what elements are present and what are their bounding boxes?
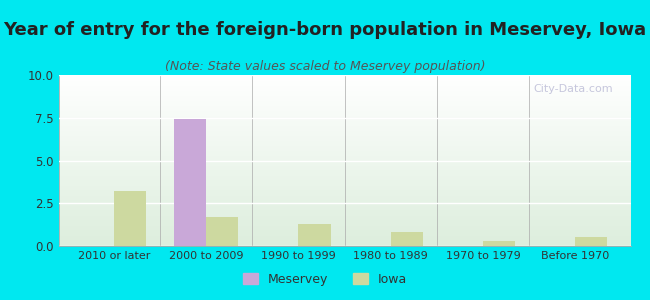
Bar [206, 217, 239, 246]
Bar [174, 119, 206, 246]
Legend: Meservey, Iowa: Meservey, Iowa [238, 268, 412, 291]
Bar [575, 238, 608, 246]
Bar [391, 232, 423, 246]
Bar [298, 224, 331, 246]
Bar [483, 241, 515, 246]
Text: Year of entry for the foreign-born population in Meservey, Iowa: Year of entry for the foreign-born popul… [3, 21, 647, 39]
Text: (Note: State values scaled to Meservey population): (Note: State values scaled to Meservey p… [164, 60, 486, 73]
Text: City-Data.com: City-Data.com [534, 83, 614, 94]
Bar [114, 191, 146, 246]
